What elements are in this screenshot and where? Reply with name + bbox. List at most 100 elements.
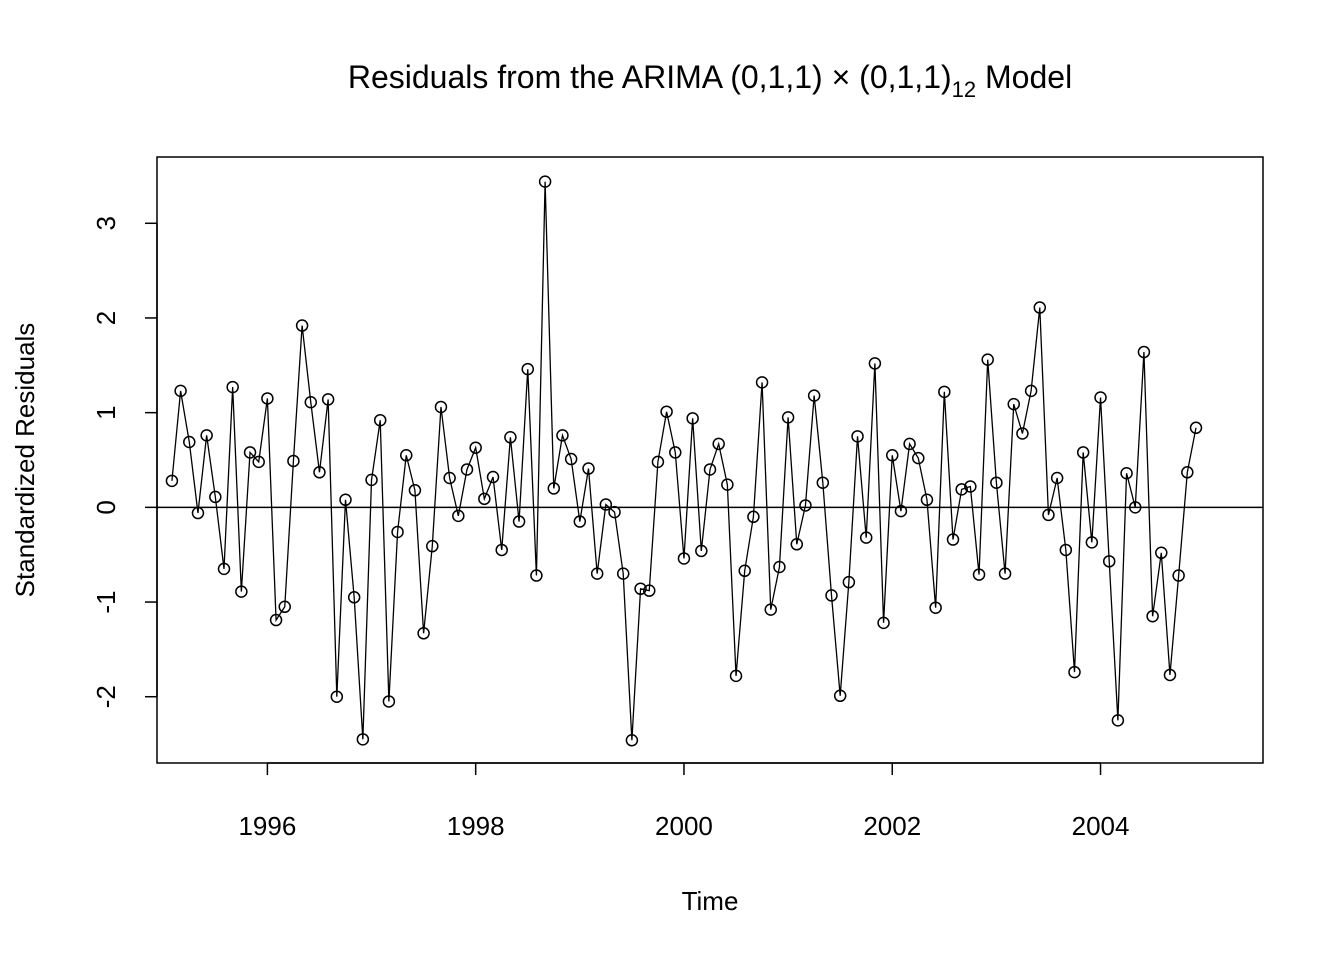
y-axis: -2 -1 0 1 2 3 bbox=[91, 216, 158, 708]
data-point bbox=[426, 539, 439, 553]
data-point bbox=[721, 478, 734, 491]
chart-title-suffix: Model bbox=[976, 59, 1072, 95]
data-point bbox=[200, 429, 213, 442]
data-point bbox=[417, 627, 430, 640]
data-point bbox=[434, 400, 448, 414]
data-point bbox=[261, 392, 274, 405]
data-point bbox=[912, 451, 925, 465]
data-point bbox=[330, 690, 344, 703]
data-point bbox=[1007, 397, 1020, 411]
y-tick-label: -2 bbox=[91, 685, 121, 708]
data-point bbox=[833, 689, 847, 703]
data-point bbox=[712, 437, 725, 451]
data-point bbox=[1172, 569, 1185, 582]
data-point bbox=[608, 505, 621, 519]
data-point bbox=[321, 393, 335, 406]
data-point bbox=[816, 476, 830, 489]
data-point bbox=[799, 499, 812, 512]
data-point bbox=[547, 482, 561, 495]
data-point bbox=[590, 567, 604, 580]
data-point bbox=[165, 474, 179, 488]
residual-series-points bbox=[165, 175, 1203, 747]
x-axis: 1996 1998 2000 2002 2004 bbox=[238, 762, 1130, 841]
y-axis-label: Standardized Residuals bbox=[10, 323, 40, 598]
y-tick-label: -1 bbox=[91, 590, 121, 613]
data-point bbox=[669, 446, 682, 459]
data-point bbox=[773, 560, 786, 574]
data-point bbox=[1111, 714, 1125, 727]
data-point bbox=[599, 498, 613, 511]
data-point bbox=[1016, 427, 1029, 440]
chart-title-subscript: 12 bbox=[952, 77, 976, 102]
data-point bbox=[243, 446, 257, 459]
data-point bbox=[486, 470, 500, 484]
data-point bbox=[252, 455, 265, 469]
y-tick-label: 0 bbox=[91, 500, 121, 514]
data-point bbox=[469, 441, 482, 454]
data-point bbox=[191, 506, 205, 520]
y-tick-label: 1 bbox=[91, 405, 121, 419]
data-point bbox=[400, 449, 413, 462]
data-point bbox=[373, 413, 387, 427]
data-point bbox=[1181, 466, 1194, 479]
data-point bbox=[408, 484, 422, 497]
data-point bbox=[1129, 501, 1142, 514]
data-point bbox=[391, 525, 404, 539]
residual-series-line bbox=[171, 181, 1197, 741]
data-point bbox=[660, 405, 673, 418]
data-point bbox=[174, 384, 187, 398]
x-tick-label: 2004 bbox=[1072, 811, 1130, 841]
data-point bbox=[278, 600, 291, 614]
data-point bbox=[495, 543, 508, 557]
data-point bbox=[903, 437, 916, 451]
data-point bbox=[452, 509, 465, 523]
data-point bbox=[990, 476, 1003, 489]
data-point bbox=[313, 466, 326, 479]
data-point bbox=[512, 515, 526, 528]
data-point bbox=[521, 362, 534, 376]
data-point bbox=[859, 531, 873, 544]
data-point bbox=[1059, 543, 1073, 557]
data-point bbox=[1155, 546, 1168, 560]
data-point bbox=[382, 695, 396, 708]
chart-title-main: Residuals from the ARIMA (0,1,1) × (0,1,… bbox=[348, 59, 952, 95]
data-point bbox=[920, 493, 934, 507]
data-point bbox=[851, 430, 864, 443]
data-point bbox=[269, 613, 283, 627]
data-point bbox=[365, 473, 378, 487]
data-point bbox=[868, 357, 882, 370]
data-point bbox=[538, 175, 552, 188]
data-point bbox=[842, 575, 856, 589]
data-point bbox=[556, 429, 569, 442]
data-point bbox=[1163, 668, 1177, 682]
data-point bbox=[634, 582, 647, 596]
data-point bbox=[964, 480, 977, 493]
x-tick-label: 1996 bbox=[238, 811, 296, 841]
x-tick-label: 2000 bbox=[655, 811, 713, 841]
data-point bbox=[339, 493, 352, 507]
data-point bbox=[695, 544, 708, 558]
data-point bbox=[530, 569, 543, 582]
data-point bbox=[582, 462, 595, 475]
y-tick-label: 2 bbox=[91, 311, 121, 325]
data-point bbox=[443, 471, 456, 485]
data-point bbox=[504, 431, 517, 444]
data-point bbox=[625, 734, 639, 747]
data-point bbox=[981, 353, 994, 366]
data-point bbox=[183, 435, 196, 449]
data-point bbox=[226, 380, 239, 394]
data-point bbox=[738, 564, 751, 578]
data-point bbox=[703, 463, 717, 476]
data-point bbox=[1120, 467, 1133, 480]
data-point bbox=[938, 385, 951, 399]
data-point bbox=[1137, 345, 1151, 359]
data-point bbox=[764, 603, 777, 616]
data-point bbox=[460, 463, 474, 476]
data-point bbox=[1033, 301, 1047, 314]
y-tick-label: 3 bbox=[91, 216, 121, 230]
data-point bbox=[1094, 391, 1107, 404]
data-point bbox=[1146, 609, 1159, 623]
data-point bbox=[1189, 421, 1203, 435]
data-point bbox=[1102, 555, 1116, 568]
